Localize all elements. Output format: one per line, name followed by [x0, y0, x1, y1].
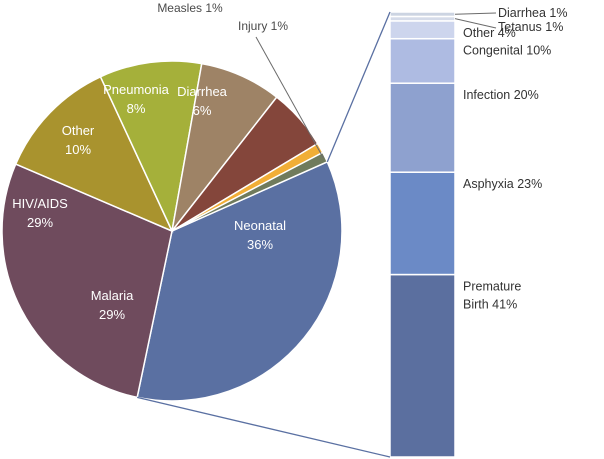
chart-labels: Neonatal 36% Malaria 29% HIV/AIDS 29% Other 10%… [12, 1, 567, 322]
pie-label-diarrhea: Diarrhea [177, 84, 228, 99]
bar-segment-congenital [389, 37, 456, 84]
connector-lines [137, 11, 497, 458]
pie-label-pneumonia: Pneumonia [103, 82, 170, 97]
pie-slice-hiv-aids [14, 75, 174, 233]
bar-label-asphyxia: Asphyxia 23% [463, 177, 542, 191]
pie-chart [1, 60, 343, 402]
pie-label-hiv-aids: HIV/AIDS [12, 196, 68, 211]
connector-top [326, 11, 391, 163]
pie-value-other: 10% [65, 142, 91, 157]
pie-value-neonatal: 36% [247, 237, 273, 252]
pie-label-malaria: Malaria [91, 288, 134, 303]
pie-slice-malaria [1, 163, 173, 399]
bar-segment-diarrhea [389, 11, 456, 18]
pie-value-malaria: 29% [99, 307, 125, 322]
tetanus-leader-line [454, 18, 497, 29]
bar-label-diarrhea: Diarrhea 1% [498, 6, 567, 20]
pie-label-neonatal: Neonatal [234, 218, 286, 233]
bar-segment-premature-birth [389, 273, 456, 458]
bar-value-premature-birth: Birth 41% [463, 298, 517, 312]
pie-label-other: Other [62, 123, 95, 138]
injury-leader-line [255, 36, 324, 159]
pie-slice-neonatal [136, 160, 343, 402]
bar-label-infection: Infection 20% [463, 88, 539, 102]
bar-label-tetanus: Tetanus 1% [498, 20, 563, 34]
bar-segment-asphyxia [389, 171, 456, 276]
bar-label-other: Other 4% [463, 26, 516, 40]
bar-label-premature-birth: Premature [463, 280, 521, 294]
pie-value-pneumonia: 8% [127, 101, 146, 116]
connector-bottom [137, 396, 391, 458]
diarrhea-leader-line [454, 12, 497, 15]
bar-segment-other [389, 20, 456, 40]
stacked-bar [389, 11, 456, 458]
bar-segment-infection [389, 82, 456, 173]
pie-value-diarrhea: 6% [193, 103, 212, 118]
bar-label-congenital: Congenital 10% [463, 44, 551, 58]
pie-value-hiv-aids: 29% [27, 215, 53, 230]
pie-label-injury: Injury 1% [238, 19, 288, 33]
pie-label-measles: Measles 1% [157, 1, 223, 15]
pie-slice-other [99, 60, 203, 234]
